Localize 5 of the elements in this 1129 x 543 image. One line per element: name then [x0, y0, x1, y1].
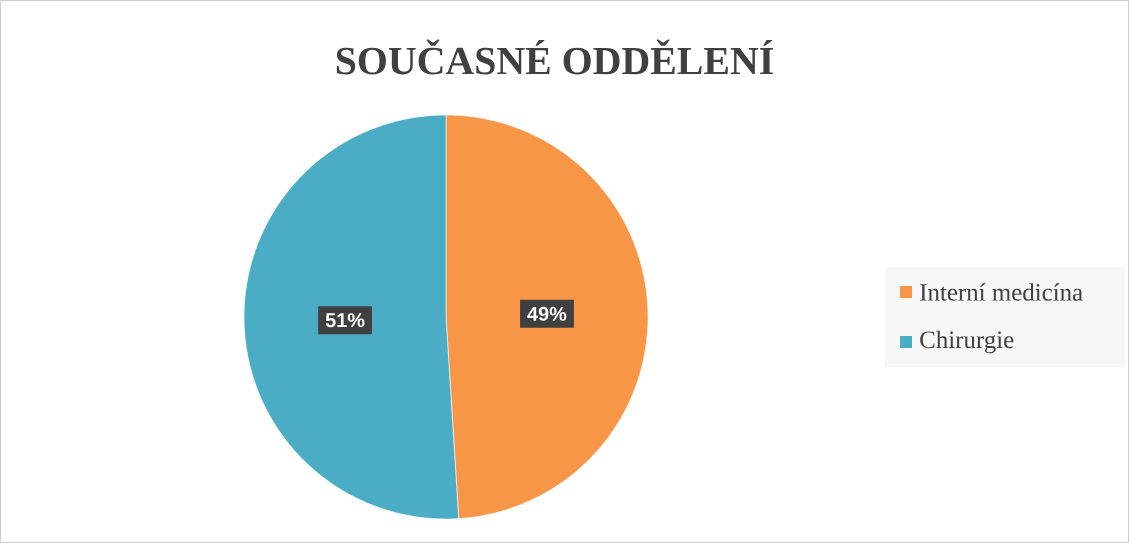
legend-label: Interní medicína	[920, 283, 1083, 301]
data-label: 51%	[325, 313, 365, 328]
data-label: 49%	[527, 306, 567, 321]
chart-title: SOUČASNÉ ODDĚLENÍ	[336, 39, 773, 75]
legend-label: Chirurgie	[920, 330, 1014, 354]
